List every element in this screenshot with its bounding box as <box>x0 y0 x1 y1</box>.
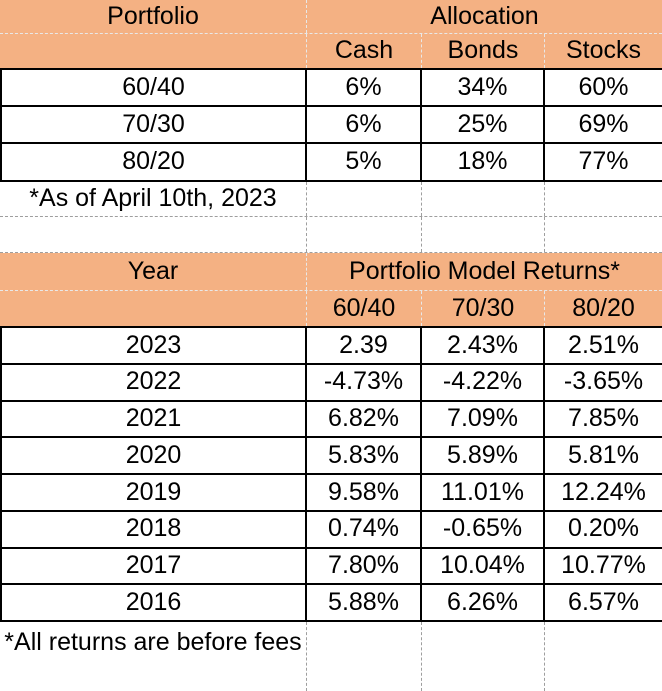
year-cell: 2018 <box>0 511 307 547</box>
empty-cell <box>0 217 307 252</box>
cash-value-cell: 5% <box>307 144 422 180</box>
cash-value-cell: 6% <box>307 107 422 142</box>
bonds-value-cell: 18% <box>422 144 545 180</box>
allocation-row-6040: 60/40 6% 34% 60% <box>0 70 662 107</box>
return-6040-cell: 9.58% <box>307 475 422 510</box>
returns-header-row: Year Portfolio Model Returns* <box>0 253 662 291</box>
allocation-footnote: *As of April 10th, 2023 <box>0 182 307 216</box>
empty-cell <box>545 622 662 691</box>
return-8020-cell: 0.20% <box>568 514 639 543</box>
returns-row-2017: 2017 7.80% 10.04% 10.77% <box>0 548 662 586</box>
spacer-row <box>0 217 662 253</box>
return-8020-cell: 2.51% <box>568 330 639 359</box>
returns-year-header: Year <box>0 253 307 290</box>
return-7030-cell: 7.09% <box>422 401 545 437</box>
year-cell: 2016 <box>0 585 307 620</box>
returns-row-2019: 2019 9.58% 11.01% 12.24% <box>0 475 662 512</box>
allocation-table: Portfolio Allocation Cash Bonds Stocks 6… <box>0 0 662 253</box>
returns-row-2020: 2020 5.83% 5.89% 5.81% <box>0 438 662 475</box>
return-8020-cell: 12.24% <box>561 477 646 506</box>
returns-footnote-row: *All returns are before fees <box>0 622 662 691</box>
return-6040-cell: -4.73% <box>307 364 422 400</box>
column-header-stocks: Stocks <box>565 36 642 65</box>
returns-row-2016: 2016 5.88% 6.26% 6.57% <box>0 585 662 622</box>
return-7030-cell: 2.43% <box>422 328 545 363</box>
return-6040-cell: 2.39 <box>307 328 422 363</box>
portfolio-name-cell: 60/40 <box>0 70 307 105</box>
return-7030-cell: 5.89% <box>422 438 545 473</box>
return-7030-cell: 10.04% <box>422 548 545 584</box>
returns-row-2021: 2021 6.82% 7.09% 7.85% <box>0 401 662 439</box>
returns-footnote: *All returns are before fees <box>0 622 307 691</box>
returns-subheader-row: 60/40 70/30 80/20 <box>0 291 662 328</box>
return-8020-cell: 7.85% <box>568 404 639 433</box>
allocation-row-7030: 70/30 6% 25% 69% <box>0 107 662 144</box>
return-7030-cell: -0.65% <box>422 511 545 547</box>
returns-row-2018: 2018 0.74% -0.65% 0.20% <box>0 511 662 549</box>
portfolio-name-cell: 80/20 <box>0 144 307 180</box>
return-6040-cell: 6.82% <box>307 401 422 437</box>
empty-cell <box>422 182 545 216</box>
empty-header-cell <box>0 291 307 326</box>
return-8020-cell: -3.65% <box>563 367 644 396</box>
return-7030-cell: 6.26% <box>422 585 545 620</box>
year-cell: 2023 <box>0 328 307 363</box>
return-7030-cell: 11.01% <box>422 475 545 510</box>
return-6040-cell: 5.83% <box>307 438 422 473</box>
column-header-8020: 80/20 <box>572 293 635 322</box>
allocation-portfolio-header: Portfolio <box>0 0 307 33</box>
year-cell: 2017 <box>0 548 307 584</box>
year-cell: 2019 <box>0 475 307 510</box>
empty-cell <box>307 622 422 691</box>
empty-cell <box>307 182 422 216</box>
portfolio-name-cell: 70/30 <box>0 107 307 142</box>
year-cell: 2020 <box>0 438 307 473</box>
year-cell: 2022 <box>0 364 307 400</box>
return-6040-cell: 0.74% <box>307 511 422 547</box>
bonds-value-cell: 25% <box>422 107 545 142</box>
allocation-row-8020: 80/20 5% 18% 77% <box>0 144 662 182</box>
return-6040-cell: 7.80% <box>307 548 422 584</box>
year-cell: 2021 <box>0 401 307 437</box>
returns-table: Year Portfolio Model Returns* 60/40 70/3… <box>0 253 662 691</box>
stocks-value-cell: 69% <box>578 109 629 138</box>
stocks-value-cell: 77% <box>578 147 629 176</box>
column-header-7030: 70/30 <box>422 291 545 326</box>
allocation-subheader-row: Cash Bonds Stocks <box>0 34 662 70</box>
empty-cell <box>307 217 422 252</box>
allocation-footnote-row: *As of April 10th, 2023 <box>0 182 662 217</box>
column-header-cash: Cash <box>307 34 422 68</box>
column-header-bonds: Bonds <box>422 34 545 68</box>
stocks-value-cell: 60% <box>578 72 629 101</box>
cash-value-cell: 6% <box>307 70 422 105</box>
allocation-group-header: Allocation <box>430 1 539 30</box>
column-header-6040: 60/40 <box>307 291 422 326</box>
empty-cell <box>422 217 545 252</box>
return-6040-cell: 5.88% <box>307 585 422 620</box>
returns-row-2023: 2023 2.39 2.43% 2.51% <box>0 328 662 365</box>
returns-row-2022: 2022 -4.73% -4.22% -3.65% <box>0 364 662 402</box>
return-8020-cell: 10.77% <box>561 551 646 580</box>
returns-group-header: Portfolio Model Returns* <box>349 256 620 285</box>
empty-cell <box>545 182 662 216</box>
allocation-header-row: Portfolio Allocation <box>0 0 662 34</box>
return-8020-cell: 6.57% <box>568 587 639 616</box>
bonds-value-cell: 34% <box>422 70 545 105</box>
empty-cell <box>545 217 662 252</box>
empty-cell <box>422 622 545 691</box>
return-8020-cell: 5.81% <box>568 440 639 469</box>
empty-header-cell <box>0 34 307 68</box>
return-7030-cell: -4.22% <box>422 364 545 400</box>
